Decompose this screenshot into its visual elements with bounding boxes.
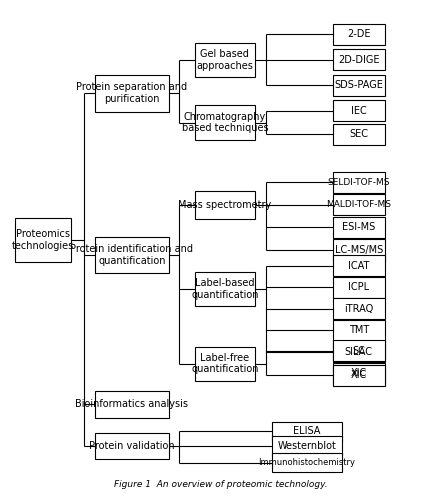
FancyBboxPatch shape — [194, 190, 255, 219]
FancyBboxPatch shape — [333, 124, 385, 145]
FancyBboxPatch shape — [333, 255, 385, 276]
Text: Protein validation: Protein validation — [89, 441, 175, 451]
FancyBboxPatch shape — [333, 172, 385, 193]
FancyBboxPatch shape — [333, 240, 385, 260]
Text: Immunohistochemistry: Immunohistochemistry — [258, 458, 355, 467]
Text: LC-MS/MS: LC-MS/MS — [335, 245, 383, 255]
FancyBboxPatch shape — [194, 346, 255, 381]
Text: ICPL: ICPL — [348, 282, 370, 292]
Text: XIC: XIC — [351, 370, 367, 380]
Text: Proteomics
technologies: Proteomics technologies — [12, 230, 75, 251]
Text: Bioinformatics analysis: Bioinformatics analysis — [75, 400, 188, 409]
FancyBboxPatch shape — [333, 50, 385, 70]
FancyBboxPatch shape — [95, 236, 168, 274]
Text: ESI-MS: ESI-MS — [342, 222, 375, 232]
Text: SELDI-TOF-MS: SELDI-TOF-MS — [328, 178, 390, 187]
Text: SILAC: SILAC — [345, 347, 373, 357]
FancyBboxPatch shape — [333, 276, 385, 298]
Text: SEC: SEC — [349, 130, 368, 140]
Text: 2-DE: 2-DE — [347, 30, 370, 40]
Text: Protein identification and
quantification: Protein identification and quantificatio… — [71, 244, 194, 266]
FancyBboxPatch shape — [333, 298, 385, 320]
Text: XIC: XIC — [351, 368, 367, 378]
Text: SC: SC — [352, 346, 365, 356]
FancyBboxPatch shape — [15, 218, 71, 262]
FancyBboxPatch shape — [333, 340, 385, 361]
Text: Label-free
quantification: Label-free quantification — [191, 353, 258, 374]
Text: IEC: IEC — [351, 106, 366, 116]
FancyBboxPatch shape — [333, 194, 385, 216]
Text: ICAT: ICAT — [348, 260, 370, 270]
Text: Westernblot: Westernblot — [277, 441, 336, 451]
FancyBboxPatch shape — [194, 106, 255, 140]
FancyBboxPatch shape — [333, 75, 385, 96]
FancyBboxPatch shape — [95, 391, 168, 418]
FancyBboxPatch shape — [273, 453, 341, 472]
Text: Gel based
approaches: Gel based approaches — [196, 49, 253, 70]
FancyBboxPatch shape — [333, 100, 385, 121]
FancyBboxPatch shape — [194, 272, 255, 306]
FancyBboxPatch shape — [273, 422, 341, 441]
Text: ELISA: ELISA — [293, 426, 321, 436]
FancyBboxPatch shape — [333, 217, 385, 238]
Text: MALDI-TOF-MS: MALDI-TOF-MS — [326, 200, 391, 209]
FancyBboxPatch shape — [194, 42, 255, 77]
Text: Figure 1  An overview of proteomic technology.: Figure 1 An overview of proteomic techno… — [114, 480, 327, 489]
FancyBboxPatch shape — [273, 436, 341, 456]
FancyBboxPatch shape — [333, 363, 385, 384]
FancyBboxPatch shape — [333, 342, 385, 362]
Text: Label-based
quantification: Label-based quantification — [191, 278, 258, 300]
Text: TMT: TMT — [349, 326, 369, 336]
Text: SDS-PAGE: SDS-PAGE — [334, 80, 383, 90]
Text: iTRAQ: iTRAQ — [344, 304, 374, 314]
FancyBboxPatch shape — [95, 75, 168, 112]
Text: 2D-DIGE: 2D-DIGE — [338, 55, 380, 65]
Text: Chromatography
based techniques: Chromatography based techniques — [182, 112, 268, 134]
FancyBboxPatch shape — [333, 365, 385, 386]
FancyBboxPatch shape — [95, 432, 168, 460]
FancyBboxPatch shape — [333, 320, 385, 341]
FancyBboxPatch shape — [333, 24, 385, 45]
Text: Mass spectrometry: Mass spectrometry — [178, 200, 272, 210]
Text: Protein separation and
purification: Protein separation and purification — [76, 82, 187, 104]
